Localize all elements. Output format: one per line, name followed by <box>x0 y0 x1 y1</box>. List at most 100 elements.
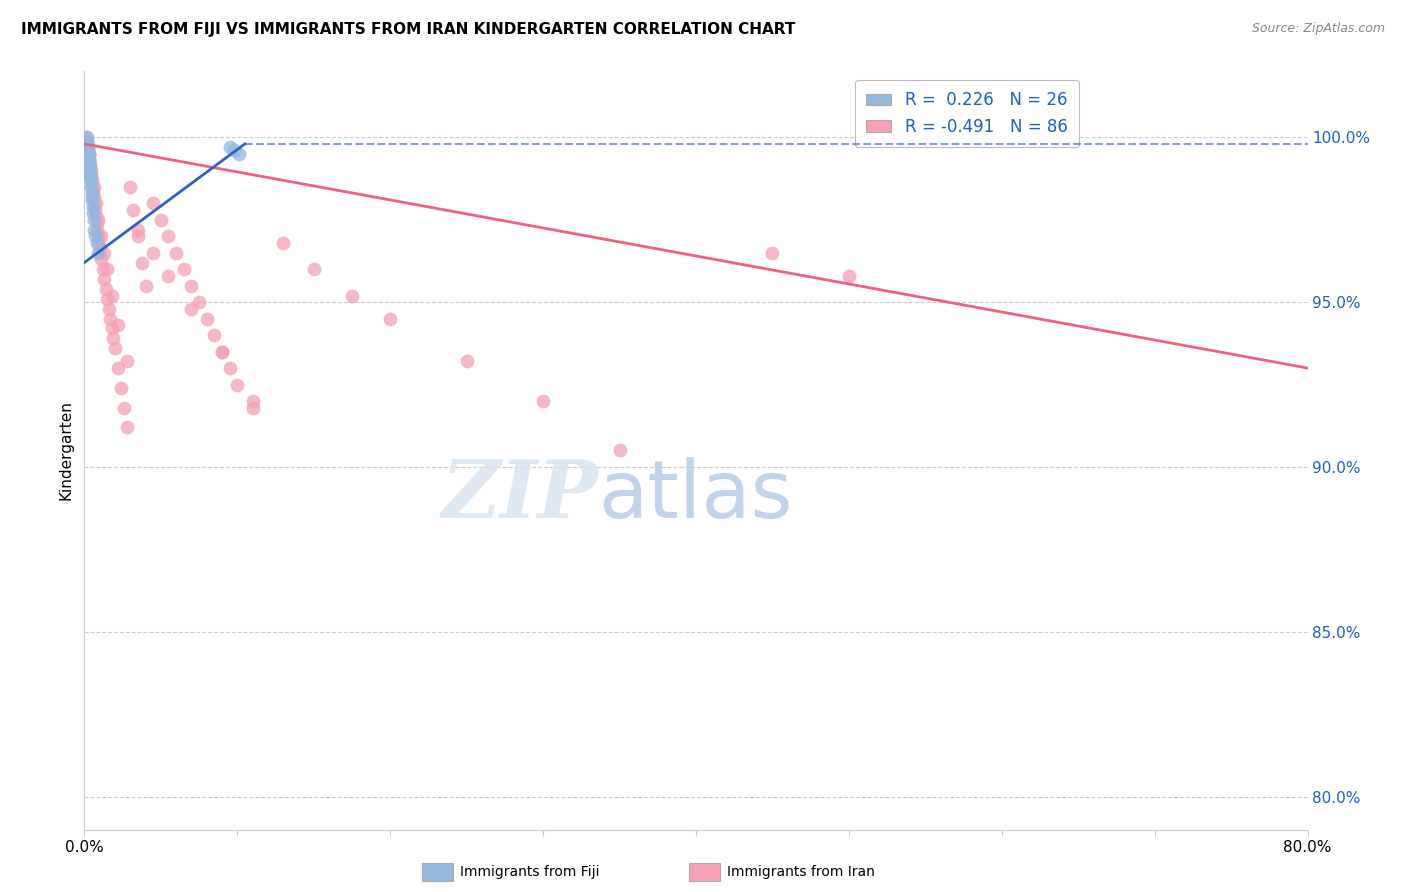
Point <box>83 212 105 227</box>
Point <box>82 206 104 220</box>
Point <box>340 288 363 302</box>
Point <box>127 229 149 244</box>
Point <box>86 235 108 250</box>
Point <box>77 144 100 158</box>
Point <box>79 156 101 170</box>
Point <box>77 146 100 161</box>
Point <box>84 210 107 224</box>
Point <box>271 235 294 250</box>
Point <box>83 196 105 211</box>
Point <box>80 167 103 181</box>
Point <box>87 245 110 260</box>
Point <box>77 146 100 161</box>
Point <box>84 196 107 211</box>
Point <box>77 144 100 158</box>
Y-axis label: Kindergarten: Kindergarten <box>58 401 73 500</box>
Point <box>165 245 187 260</box>
Point <box>76 140 98 154</box>
Point <box>84 229 107 244</box>
Point <box>76 134 98 148</box>
Point <box>80 189 103 203</box>
Point <box>112 401 135 415</box>
Point <box>93 245 115 260</box>
Point <box>157 268 180 283</box>
Point <box>77 150 100 164</box>
Point <box>79 169 101 184</box>
Point <box>242 394 264 409</box>
Point <box>90 229 112 244</box>
Point <box>218 361 240 376</box>
Legend: R =  0.226   N = 26, R = -0.491   N = 86: R = 0.226 N = 26, R = -0.491 N = 86 <box>855 79 1078 147</box>
Point <box>90 252 112 267</box>
Point <box>91 262 114 277</box>
Point <box>157 229 180 244</box>
Point <box>135 278 157 293</box>
Point <box>94 282 117 296</box>
Point <box>228 146 250 161</box>
Point <box>110 381 132 395</box>
Point <box>224 144 246 158</box>
Point <box>131 255 153 269</box>
Point <box>107 361 129 376</box>
Point <box>80 163 103 178</box>
Point <box>75 130 97 145</box>
Text: Immigrants from Iran: Immigrants from Iran <box>727 865 875 880</box>
Point <box>79 167 101 181</box>
Point <box>82 200 104 214</box>
Point <box>86 222 108 236</box>
Point <box>83 222 105 236</box>
Point <box>98 311 121 326</box>
Point <box>80 169 103 184</box>
Point <box>82 179 104 194</box>
Point <box>107 318 129 333</box>
Point <box>97 301 120 316</box>
Point <box>218 140 240 154</box>
Point <box>80 179 103 194</box>
Point <box>226 377 249 392</box>
Point <box>86 216 108 230</box>
Point <box>101 288 124 302</box>
Point <box>242 401 264 415</box>
Point <box>80 173 103 187</box>
Point <box>838 268 860 283</box>
Point <box>173 262 195 277</box>
Point <box>115 354 138 368</box>
Text: Immigrants from Fiji: Immigrants from Fiji <box>460 865 599 880</box>
Point <box>80 186 103 201</box>
Point <box>456 354 478 368</box>
Text: atlas: atlas <box>598 457 793 535</box>
Point <box>80 177 103 191</box>
Point <box>122 202 145 217</box>
Point <box>104 341 127 355</box>
Point <box>76 136 98 151</box>
Point <box>149 212 172 227</box>
Point <box>115 420 138 434</box>
Point <box>80 173 103 187</box>
Point <box>76 134 98 148</box>
Point <box>82 193 104 207</box>
Point <box>83 179 105 194</box>
Point <box>761 245 783 260</box>
Point <box>76 136 98 151</box>
Text: IMMIGRANTS FROM FIJI VS IMMIGRANTS FROM IRAN KINDERGARTEN CORRELATION CHART: IMMIGRANTS FROM FIJI VS IMMIGRANTS FROM … <box>21 22 796 37</box>
Text: ZIP: ZIP <box>441 458 598 534</box>
Point <box>180 278 202 293</box>
Point <box>101 321 124 335</box>
Text: Source: ZipAtlas.com: Source: ZipAtlas.com <box>1251 22 1385 36</box>
Point <box>93 272 115 286</box>
Point <box>302 262 325 277</box>
Point <box>127 222 149 236</box>
Point <box>87 212 110 227</box>
Point <box>142 245 165 260</box>
Point <box>76 140 98 154</box>
Point <box>103 331 125 345</box>
Point <box>609 443 631 458</box>
Point <box>84 202 107 217</box>
Point <box>531 394 554 409</box>
Point <box>89 243 111 257</box>
Point <box>211 344 233 359</box>
Point <box>79 163 101 178</box>
Point <box>195 311 218 326</box>
Point <box>188 295 211 310</box>
Point <box>82 186 104 201</box>
